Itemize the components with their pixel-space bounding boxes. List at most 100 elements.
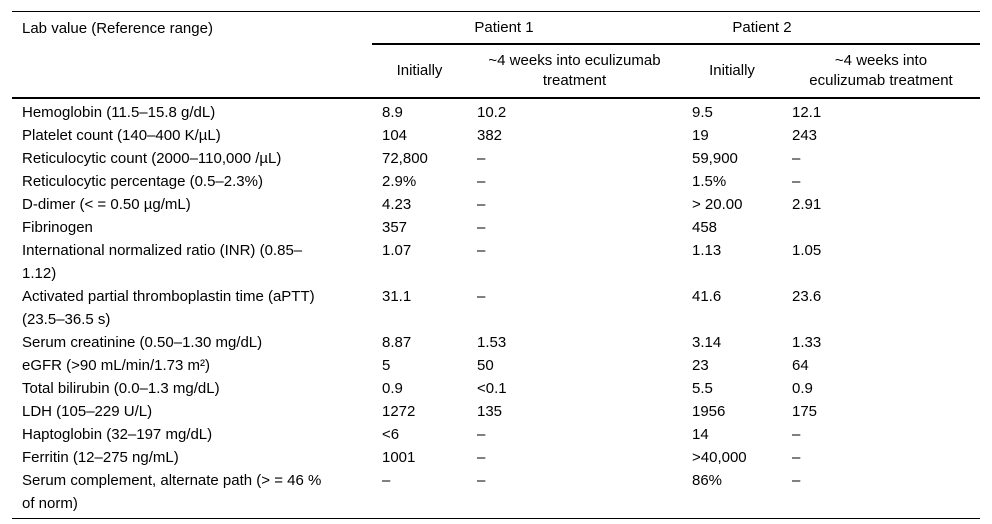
lab-value-cell: Total bilirubin (0.0–1.3 mg/dL) (12, 377, 372, 400)
p1-weeks-cell: – (477, 219, 486, 236)
lab-value-label: Fibrinogen (22, 219, 93, 236)
lab-value-cell: Reticulocytic percentage (0.5–2.3%) (12, 170, 372, 193)
lab-value-label: Reticulocytic count (2000–110,000 /µL) (22, 150, 282, 167)
lab-value-label: International normalized ratio (INR) (0.… (22, 242, 303, 282)
p2-weeks-cell: 23.6 (792, 288, 822, 305)
lab-value-cell: Platelet count (140–400 K/µL) (12, 124, 372, 147)
lab-value-cell: Haptoglobin (32–197 mg/dL) (12, 423, 372, 446)
p2-weeks-cell: – (792, 449, 801, 466)
p2-initial-cell: 458 (692, 219, 718, 236)
p1-initial-cell: 357 (382, 219, 408, 236)
p1-weeks-cell: – (477, 196, 486, 213)
p1-initial-cell: 2.9% (382, 173, 417, 190)
patient2-group-header: Patient 2 (682, 11, 980, 45)
p1-initial-cell: 4.23 (382, 196, 412, 213)
p2-initial-cell: 1956 (692, 403, 726, 420)
table-row-reticulocytic-count: Reticulocytic count (2000–110,000 /µL) 7… (12, 147, 980, 170)
p1-initial-cell: 72,800 (382, 150, 428, 167)
p1-weeks-cell: 10.2 (477, 104, 507, 121)
p2-initial-cell: 86% (692, 472, 723, 489)
sub-header-row: Initially ~4 weeks into eculizumab treat… (12, 44, 980, 99)
lab-value-label: eGFR (>90 mL/min/1.73 m²) (22, 357, 210, 374)
lab-value-cell: Fibrinogen (12, 216, 372, 239)
p1-weeks-cell: – (477, 288, 486, 305)
p2-initial-cell: 1.5% (692, 173, 727, 190)
p1-initial-cell: 5 (382, 357, 391, 374)
table-row-aptt: Activated partial thromboplastin time (a… (12, 285, 980, 331)
table-row-egfr: eGFR (>90 mL/min/1.73 m²) 5 50 23 64 (12, 354, 980, 377)
table-row-platelet-count: Platelet count (140–400 K/µL) 104 382 19… (12, 124, 980, 147)
p1-weeks-cell: 1.53 (477, 334, 507, 351)
lab-value-label: LDH (105–229 U/L) (22, 403, 153, 420)
lab-value-cell: LDH (105–229 U/L) (12, 400, 372, 423)
p1-weeks-cell: – (477, 449, 486, 466)
p2-weeks-cell (782, 216, 980, 239)
lab-value-label: D-dimer (< = 0.50 µg/mL) (22, 196, 191, 213)
p2-weeks-cell: 2.91 (792, 196, 822, 213)
lab-value-cell: International normalized ratio (INR) (0.… (12, 239, 372, 285)
p1-initial-cell: 8.87 (382, 334, 412, 351)
lab-value-cell: Serum complement, alternate path (> = 46… (12, 469, 372, 519)
lab-value-label: Ferritin (12–275 ng/mL) (22, 449, 179, 466)
p2-weeks-header-text: ~4 weeks into eculizumab treatment (809, 52, 953, 89)
lab-value-label: Hemoglobin (11.5–15.8 g/dL) (22, 104, 216, 121)
p2-weeks-cell: 175 (792, 403, 818, 420)
p2-initial-cell: 14 (692, 426, 709, 443)
table-row-ldh: LDH (105–229 U/L) 1272 135 1956 175 (12, 400, 980, 423)
table-row-serum-creatinine: Serum creatinine (0.50–1.30 mg/dL) 8.87 … (12, 331, 980, 354)
p1-weeks-cell: – (477, 150, 486, 167)
lab-value-label: Serum complement, alternate path (> = 46… (22, 472, 322, 512)
lab-value-cell: D-dimer (< = 0.50 µg/mL) (12, 193, 372, 216)
p2-weeks-header: ~4 weeks into eculizumab treatment (782, 44, 980, 99)
lab-value-header: Lab value (Reference range) (12, 11, 372, 99)
lab-value-label: Reticulocytic percentage (0.5–2.3%) (22, 173, 263, 190)
p2-initial-cell: 41.6 (692, 288, 722, 305)
p1-weeks-cell: 50 (477, 357, 494, 374)
p1-initial-cell: 0.9 (382, 380, 403, 397)
p2-initially-header: Initially (682, 44, 782, 99)
p2-weeks-cell: – (792, 426, 801, 443)
p2-weeks-cell: – (792, 472, 801, 489)
table-row-reticulocytic-percentage: Reticulocytic percentage (0.5–2.3%) 2.9%… (12, 170, 980, 193)
p1-weeks-cell: – (477, 173, 486, 190)
table-row-serum-complement: Serum complement, alternate path (> = 46… (12, 469, 980, 519)
p1-initial-cell: 1001 (382, 449, 416, 466)
p1-initial-cell: 31.1 (382, 288, 412, 305)
table-row-haptoglobin: Haptoglobin (32–197 mg/dL) <6 – 14 – (12, 423, 980, 446)
p2-weeks-cell: 1.33 (792, 334, 822, 351)
p2-initial-cell: 1.13 (692, 242, 722, 259)
table-row-fibrinogen: Fibrinogen 357 – 458 (12, 216, 980, 239)
p2-initial-cell: 23 (692, 357, 709, 374)
lab-value-cell: Ferritin (12–275 ng/mL) (12, 446, 372, 469)
lab-value-cell: Activated partial thromboplastin time (a… (12, 285, 372, 331)
table-row-ferritin: Ferritin (12–275 ng/mL) 1001 – >40,000 – (12, 446, 980, 469)
p1-initial-cell: <6 (382, 426, 400, 443)
p1-weeks-header-text: ~4 weeks into eculizumab treatment (488, 52, 661, 89)
p2-initial-cell: 5.5 (692, 380, 713, 397)
lab-value-label: Serum creatinine (0.50–1.30 mg/dL) (22, 334, 263, 351)
lab-value-label: Haptoglobin (32–197 mg/dL) (22, 426, 213, 443)
p1-initial-cell: 104 (382, 127, 408, 144)
p2-weeks-cell: – (792, 150, 801, 167)
lab-value-cell: Serum creatinine (0.50–1.30 mg/dL) (12, 331, 372, 354)
table-row-d-dimer: D-dimer (< = 0.50 µg/mL) 4.23 – > 20.00 … (12, 193, 980, 216)
patient1-group-header: Patient 1 (372, 11, 682, 45)
p2-initial-cell: 9.5 (692, 104, 713, 121)
p1-initially-header: Initially (372, 44, 467, 99)
lab-value-label: Total bilirubin (0.0–1.3 mg/dL) (22, 380, 220, 397)
lab-value-cell: eGFR (>90 mL/min/1.73 m²) (12, 354, 372, 377)
p2-weeks-cell: 1.05 (792, 242, 822, 259)
group-header-row: Lab value (Reference range) Patient 1 Pa… (12, 11, 980, 99)
p1-weeks-cell: – (477, 242, 486, 259)
p2-initial-cell: 59,900 (692, 150, 738, 167)
lab-value-label: Platelet count (140–400 K/µL) (22, 127, 221, 144)
p1-weeks-header: ~4 weeks into eculizumab treatment (467, 44, 682, 99)
p2-weeks-cell: 0.9 (792, 380, 813, 397)
p2-weeks-cell: – (792, 173, 801, 190)
p2-initial-cell: > 20.00 (692, 196, 743, 213)
p1-initial-cell: 8.9 (382, 104, 403, 121)
lab-value-cell: Reticulocytic count (2000–110,000 /µL) (12, 147, 372, 170)
p2-initial-cell: >40,000 (692, 449, 747, 466)
p1-weeks-cell: <0.1 (477, 380, 507, 397)
